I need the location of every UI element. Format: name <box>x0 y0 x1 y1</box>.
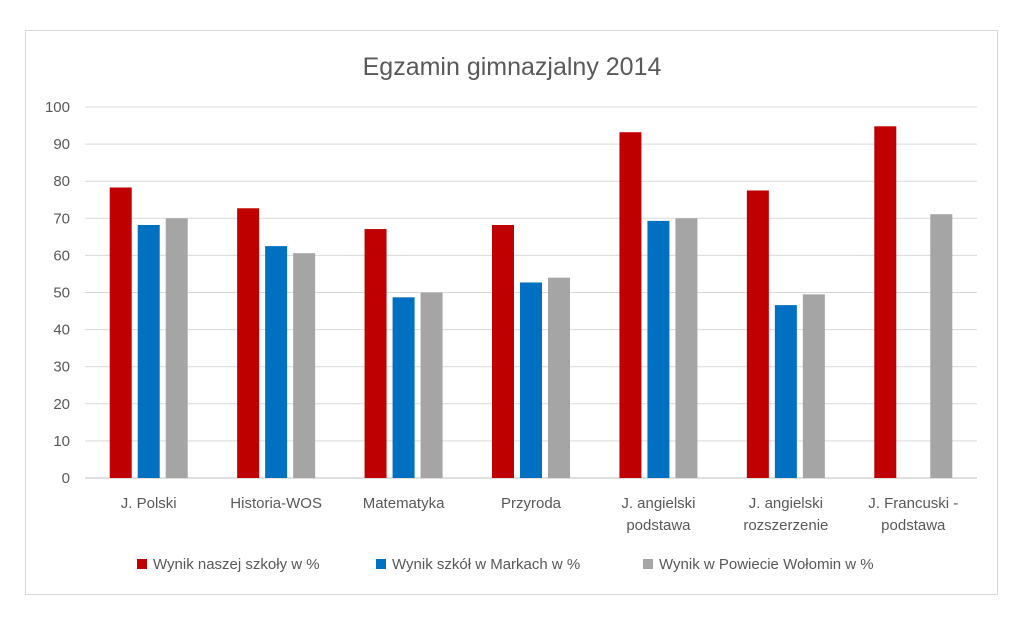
x-category-label: J. Polski <box>121 495 177 512</box>
bar <box>874 126 897 479</box>
legend-swatch <box>643 559 653 569</box>
bar <box>392 297 415 478</box>
y-tick-label: 20 <box>53 396 70 413</box>
bar <box>746 190 769 478</box>
y-tick-label: 90 <box>53 136 70 153</box>
chart-title: Egzamin gimnazjalny 2014 <box>363 53 662 81</box>
x-category-label: J. angielski <box>621 495 695 512</box>
bar <box>265 246 288 478</box>
bar <box>420 292 443 478</box>
bar <box>675 218 698 479</box>
bar <box>137 224 160 478</box>
x-category-label: podstawa <box>881 517 946 534</box>
x-category-label: Matematyka <box>363 495 445 512</box>
x-category-label: podstawa <box>626 517 691 534</box>
legend-label: Wynik w Powiecie Wołomin w % <box>659 556 874 573</box>
bar <box>293 253 316 478</box>
bar <box>647 220 670 478</box>
x-category-label: J. angielski <box>749 495 823 512</box>
bar <box>548 277 570 478</box>
legend: Wynik naszej szkoły w % Wynik szkół w Mar… <box>137 556 874 573</box>
y-tick-label: 40 <box>53 322 70 339</box>
bar <box>364 229 387 478</box>
bar <box>237 208 260 478</box>
x-axis-categories: J. Polski Historia-WOS Matematyka Przyroda J… <box>121 495 959 534</box>
bar <box>165 218 188 479</box>
x-category-label: J. Francuski - <box>868 495 958 512</box>
bars <box>109 126 953 479</box>
bar <box>492 224 514 478</box>
y-tick-label: 60 <box>53 247 70 264</box>
y-tick-label: 100 <box>45 99 70 116</box>
x-category-label: rozszerzenie <box>743 517 828 534</box>
gridlines <box>85 106 977 479</box>
y-tick-label: 70 <box>53 210 70 227</box>
bar <box>520 282 542 478</box>
bar <box>774 305 797 478</box>
x-category-label: Przyroda <box>501 495 562 512</box>
bar <box>619 132 642 478</box>
legend-swatch <box>137 559 147 569</box>
legend-label: Wynik naszej szkoły w % <box>153 556 320 573</box>
y-tick-label: 10 <box>53 433 70 450</box>
bar <box>109 187 132 478</box>
y-tick-label: 50 <box>53 285 70 302</box>
x-category-label: Historia-WOS <box>230 495 322 512</box>
y-tick-label: 0 <box>62 470 70 487</box>
legend-swatch <box>376 559 386 569</box>
y-tick-label: 80 <box>53 173 70 190</box>
bar <box>802 294 825 478</box>
legend-label: Wynik szkół w Markach w % <box>392 556 580 573</box>
y-axis-ticks: 0 10 20 30 40 50 60 70 80 90 100 <box>45 99 70 487</box>
bar <box>930 214 953 478</box>
y-tick-label: 30 <box>53 359 70 376</box>
